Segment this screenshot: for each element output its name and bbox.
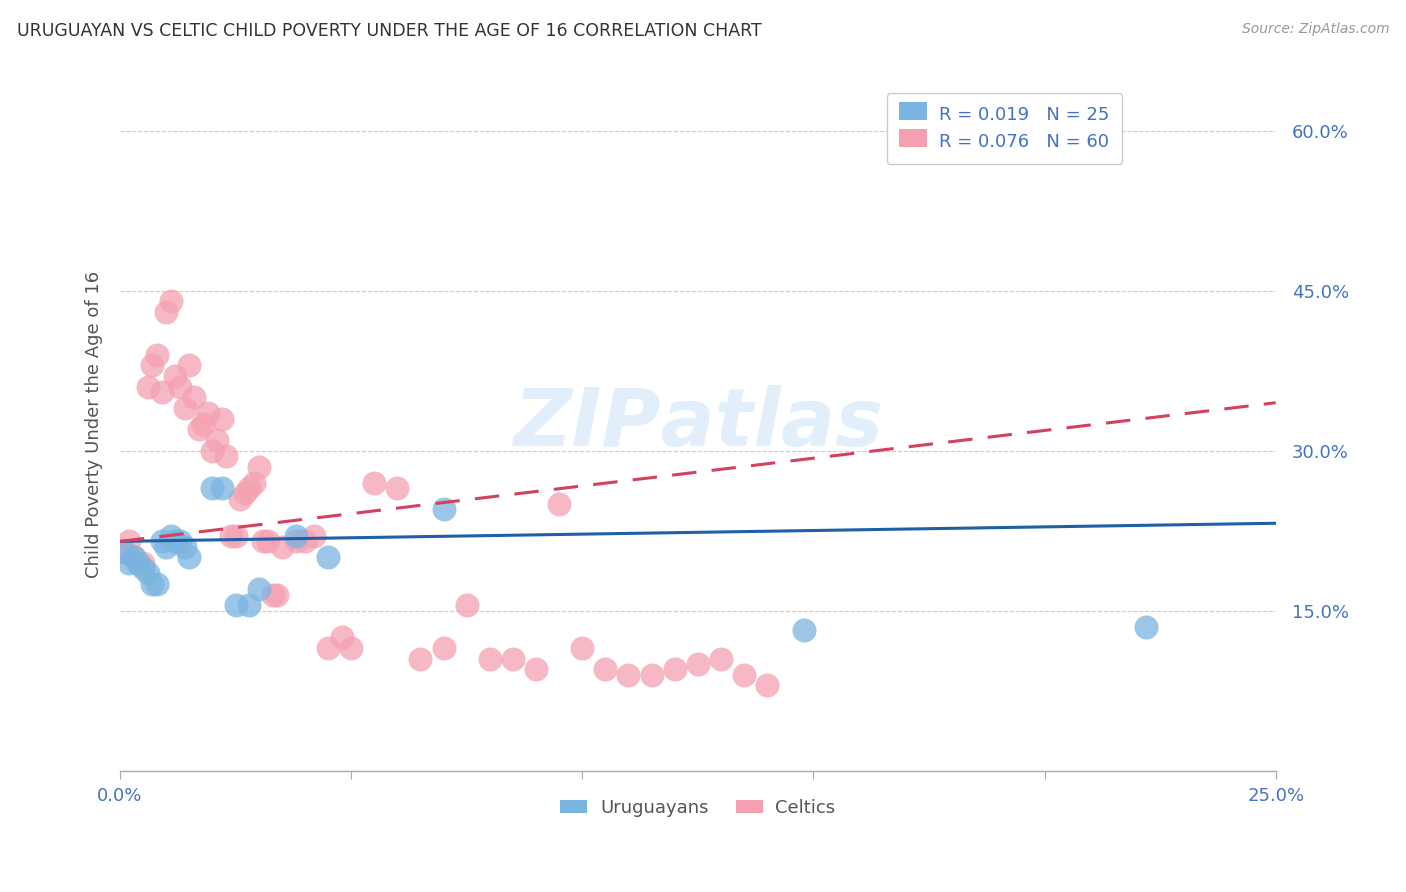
Point xyxy=(1135,620,1157,634)
Point xyxy=(211,481,233,495)
Point xyxy=(284,534,307,549)
Point xyxy=(387,481,409,495)
Point xyxy=(238,599,260,613)
Point xyxy=(524,662,547,676)
Point xyxy=(664,662,686,676)
Point xyxy=(201,443,224,458)
Point xyxy=(173,540,195,554)
Point xyxy=(330,631,353,645)
Point xyxy=(733,667,755,681)
Point xyxy=(150,534,173,549)
Point xyxy=(155,540,177,554)
Point xyxy=(173,401,195,415)
Point xyxy=(141,359,163,373)
Point xyxy=(159,294,181,309)
Point xyxy=(238,481,260,495)
Point xyxy=(595,662,617,676)
Point xyxy=(150,385,173,400)
Point xyxy=(146,348,169,362)
Point xyxy=(340,641,363,656)
Text: URUGUAYAN VS CELTIC CHILD POVERTY UNDER THE AGE OF 16 CORRELATION CHART: URUGUAYAN VS CELTIC CHILD POVERTY UNDER … xyxy=(17,22,762,40)
Point xyxy=(294,534,316,549)
Point xyxy=(257,534,280,549)
Point xyxy=(640,667,662,681)
Point xyxy=(686,657,709,671)
Point xyxy=(165,534,187,549)
Point xyxy=(432,502,454,516)
Text: ZIP​atlas: ZIP​atlas xyxy=(513,385,883,463)
Point xyxy=(243,475,266,490)
Point xyxy=(233,486,256,500)
Point xyxy=(159,529,181,543)
Point xyxy=(211,411,233,425)
Point xyxy=(114,545,136,559)
Point xyxy=(118,556,141,570)
Point xyxy=(187,422,209,436)
Point xyxy=(284,529,307,543)
Point xyxy=(136,380,159,394)
Point xyxy=(225,529,247,543)
Point xyxy=(193,417,215,431)
Point xyxy=(205,433,228,447)
Point xyxy=(409,651,432,665)
Point xyxy=(122,550,145,565)
Point xyxy=(118,534,141,549)
Point xyxy=(132,556,155,570)
Point xyxy=(132,561,155,575)
Point xyxy=(122,550,145,565)
Point xyxy=(316,641,339,656)
Point xyxy=(302,529,325,543)
Y-axis label: Child Poverty Under the Age of 16: Child Poverty Under the Age of 16 xyxy=(86,270,103,578)
Point xyxy=(146,577,169,591)
Point xyxy=(432,641,454,656)
Point xyxy=(114,545,136,559)
Point xyxy=(155,305,177,319)
Point xyxy=(141,577,163,591)
Point xyxy=(169,534,191,549)
Point xyxy=(127,556,149,570)
Point xyxy=(247,582,270,597)
Point xyxy=(266,588,288,602)
Point xyxy=(127,556,149,570)
Point xyxy=(363,475,385,490)
Point xyxy=(571,641,593,656)
Point xyxy=(219,529,242,543)
Point xyxy=(201,481,224,495)
Point xyxy=(225,599,247,613)
Point xyxy=(270,540,292,554)
Point xyxy=(183,391,205,405)
Legend: Uruguayans, Celtics: Uruguayans, Celtics xyxy=(553,791,842,824)
Point xyxy=(179,550,201,565)
Point xyxy=(165,369,187,384)
Point xyxy=(710,651,733,665)
Point xyxy=(756,678,779,692)
Point xyxy=(247,459,270,474)
Point xyxy=(215,449,238,463)
Point xyxy=(179,359,201,373)
Point xyxy=(316,550,339,565)
Point xyxy=(456,599,478,613)
Point xyxy=(262,588,284,602)
Text: Source: ZipAtlas.com: Source: ZipAtlas.com xyxy=(1241,22,1389,37)
Point xyxy=(169,380,191,394)
Point xyxy=(197,406,219,420)
Point xyxy=(793,623,815,637)
Point xyxy=(478,651,501,665)
Point xyxy=(617,667,640,681)
Point xyxy=(229,491,252,506)
Point xyxy=(136,566,159,581)
Point xyxy=(548,497,571,511)
Point xyxy=(252,534,274,549)
Point xyxy=(502,651,524,665)
